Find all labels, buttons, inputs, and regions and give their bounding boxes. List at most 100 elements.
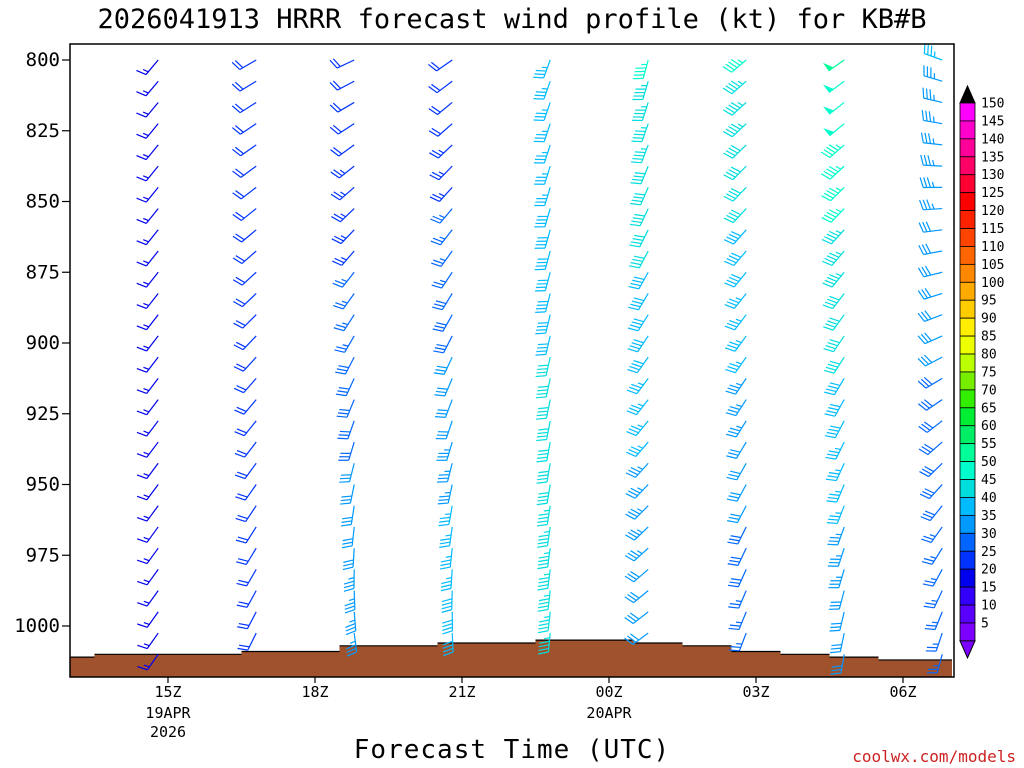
barb-full	[728, 61, 738, 69]
y-tick-label: 800	[26, 49, 60, 71]
barb-full	[430, 218, 441, 224]
barb-full	[136, 389, 147, 395]
barb-full	[725, 85, 735, 92]
wind-barb	[136, 144, 159, 161]
barb-full	[724, 260, 735, 267]
barb-full	[539, 640, 550, 644]
barb-full	[829, 493, 840, 496]
barb-full	[630, 446, 641, 452]
barb-full	[535, 332, 546, 335]
barb-full	[137, 602, 148, 607]
barb-full	[136, 133, 147, 139]
barb-staff	[350, 505, 355, 525]
barb-full	[631, 383, 642, 389]
barb-staff	[736, 505, 747, 523]
wind-barb	[345, 632, 358, 657]
barb-staff	[545, 399, 551, 419]
barb-half	[931, 599, 938, 602]
barb-full	[827, 496, 839, 500]
barb-full	[921, 423, 931, 431]
wind-barb	[433, 356, 453, 375]
barb-staff	[737, 569, 747, 587]
barb-half	[543, 530, 550, 533]
chart-title: 2026041913 HRRR forecast wind profile (k…	[97, 4, 926, 35]
barb-staff	[833, 378, 845, 395]
barb-full	[436, 412, 447, 415]
barb-full	[336, 346, 347, 350]
barb-full	[330, 171, 340, 179]
barb-staff	[450, 569, 453, 589]
barb-full	[830, 425, 841, 429]
barb-full	[439, 541, 451, 545]
barb-full	[829, 651, 841, 654]
wind-barb	[624, 547, 649, 562]
colorbar: 1501451401351301251201151101051009590858…	[959, 84, 1004, 660]
barb-full	[824, 279, 835, 285]
wind-barb	[537, 548, 551, 570]
wind-barb	[537, 569, 551, 591]
colorbar-label: 150	[981, 97, 1004, 112]
barb-full	[624, 637, 634, 645]
barb-staff	[239, 101, 257, 114]
barb-full	[336, 368, 348, 372]
barb-full	[628, 285, 640, 290]
barb-full	[333, 191, 343, 198]
barb-staff	[633, 590, 649, 604]
barb-full	[233, 344, 244, 351]
wind-barb	[630, 165, 649, 185]
barb-full	[632, 157, 643, 160]
barb-full	[534, 73, 545, 76]
barb-staff	[346, 399, 355, 418]
wind-barb	[821, 229, 845, 245]
barb-full	[137, 644, 148, 650]
barb-half	[637, 529, 643, 534]
wind-barb	[341, 526, 355, 549]
barb-full	[727, 541, 738, 545]
barb-staff	[736, 462, 747, 481]
barb-full	[924, 354, 933, 364]
barb-staff	[547, 590, 551, 610]
barb-staff	[337, 123, 355, 135]
barb-full	[926, 177, 931, 188]
barb-staff	[246, 590, 257, 608]
colorbar-label: 115	[981, 222, 1004, 237]
barb-full	[432, 328, 444, 332]
barb-staff	[242, 356, 257, 372]
colorbar-label: 85	[981, 330, 997, 345]
barb-full	[231, 83, 241, 92]
barb-full	[342, 541, 353, 545]
barb-staff	[146, 420, 159, 437]
barb-full	[340, 523, 352, 527]
barb-full	[630, 529, 640, 536]
colorbar-swatch	[959, 246, 976, 265]
colorbar-swatch	[959, 461, 976, 480]
wind-barb	[331, 229, 355, 245]
barb-full	[820, 173, 831, 180]
wind-barb	[136, 484, 159, 501]
wind-barb	[136, 314, 159, 331]
barb-staff	[926, 399, 943, 411]
barb-half	[438, 171, 445, 176]
barb-half	[543, 573, 550, 576]
barb-full	[727, 584, 739, 588]
barb-staff	[243, 377, 257, 394]
barb-full	[433, 303, 445, 308]
barb-full	[723, 217, 734, 224]
barb-staff	[640, 144, 649, 163]
wind-barb	[917, 310, 943, 322]
barb-full	[429, 174, 440, 181]
barb-full	[926, 199, 931, 210]
barb-full	[233, 387, 244, 394]
barb-staff	[545, 335, 551, 355]
barb-full	[630, 487, 641, 494]
wind-barb	[724, 314, 747, 331]
barb-staff	[145, 59, 159, 75]
barb-full	[630, 508, 641, 515]
barb-full	[925, 88, 928, 99]
barb-full	[435, 369, 446, 372]
barb-full	[822, 260, 833, 267]
barb-full	[341, 495, 352, 498]
colorbar-swatch	[959, 371, 976, 391]
barb-full	[730, 123, 741, 130]
wind-barb	[136, 526, 159, 543]
